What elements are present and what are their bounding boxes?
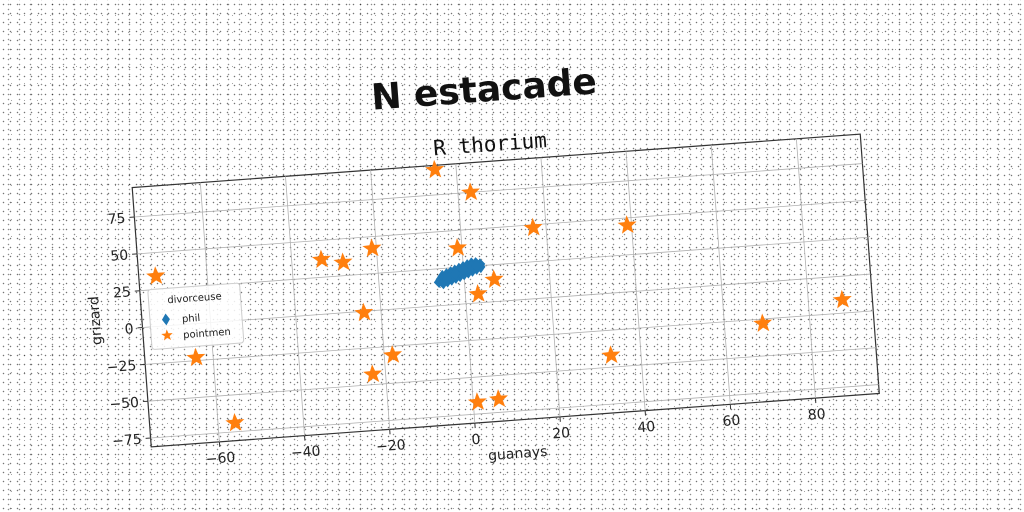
x-tick-label: 20 (552, 425, 571, 442)
point-pointmen (225, 412, 245, 432)
data-marks (146, 159, 852, 432)
x-axis-label: guanays (488, 444, 548, 464)
grid-line-y (137, 200, 866, 255)
point-pointmen (461, 182, 480, 201)
grid-line-y (145, 310, 874, 365)
grid-line-x (285, 176, 305, 436)
point-pointmen (383, 345, 403, 364)
grid-line-x (540, 157, 561, 417)
x-tick-label: −20 (376, 437, 407, 455)
x-tick-label: 40 (637, 419, 656, 436)
point-pointmen (467, 392, 487, 411)
legend[interactable]: divorceuse phil pointmen (147, 282, 245, 350)
grid-line-x (795, 138, 816, 399)
point-pointmen (468, 284, 488, 303)
point-phil (454, 265, 465, 278)
chart-title: R thorium (432, 128, 547, 160)
legend-box (147, 282, 245, 350)
point-pointmen (601, 345, 621, 364)
x-tick-label: 0 (471, 432, 481, 449)
grid-line-y (139, 236, 868, 292)
y-axis-label: grizard (86, 296, 106, 346)
legend-label-phil: phil (182, 313, 201, 325)
point-pointmen (362, 238, 382, 257)
x-axis-ticks: −60 −40 −20 0 20 40 60 80 (205, 398, 826, 468)
point-phil (450, 267, 461, 280)
point-pointmen (832, 289, 852, 309)
point-phil (442, 272, 453, 285)
point-pointmen (617, 215, 637, 234)
point-pointmen (484, 269, 504, 288)
y-tick-label: 75 (107, 211, 126, 228)
legend-title: divorceuse (167, 291, 222, 306)
point-pointmen (354, 302, 374, 322)
y-axis-ticks: −75 −50 −25 0 25 50 75 (106, 211, 151, 450)
grid-lines (134, 138, 879, 442)
y-tick-label: 50 (110, 248, 129, 265)
grid-line-y (150, 384, 879, 439)
legend-marker-phil (161, 313, 170, 326)
grid-line-x (710, 145, 731, 405)
grid-line-x (625, 151, 646, 411)
point-pointmen (447, 238, 467, 257)
point-pointmen (489, 389, 509, 408)
legend-label-pointmen: pointmen (183, 327, 231, 341)
point-phil (462, 262, 473, 275)
grid-line-y (147, 347, 876, 402)
y-tick-label: 0 (124, 321, 134, 338)
y-tick-label: −25 (106, 358, 137, 376)
chart-suptitle: N estacade (370, 61, 598, 118)
y-tick-label: −75 (112, 432, 143, 450)
x-tick-label: 60 (722, 413, 741, 430)
point-pointmen (186, 347, 206, 367)
point-pointmen (363, 364, 383, 383)
legend-marker-pointmen (161, 329, 173, 341)
x-tick-label: −60 (205, 450, 236, 468)
point-phil (438, 277, 449, 290)
point-pointmen (753, 313, 773, 332)
point-pointmen (311, 249, 331, 269)
point-pointmen (146, 266, 166, 285)
y-tick-label: 25 (113, 284, 132, 301)
grid-line-x (455, 163, 476, 424)
y-tick-label: −50 (109, 395, 140, 413)
point-pointmen (333, 252, 353, 271)
grid-line-y (142, 273, 871, 328)
point-phil (446, 269, 457, 282)
point-phil (458, 263, 469, 276)
point-phil (471, 260, 482, 272)
axes-frame (131, 133, 880, 448)
point-pointmen (523, 217, 543, 237)
x-tick-label: 80 (807, 406, 826, 423)
grid-line-x (370, 170, 391, 430)
x-tick-label: −40 (290, 444, 321, 462)
grid-line-y (134, 163, 863, 218)
plot-area: −60 −40 −20 0 20 40 60 80 −75 −50 −25 0 25 50 75 (106, 133, 880, 468)
point-pointmen (425, 159, 445, 179)
